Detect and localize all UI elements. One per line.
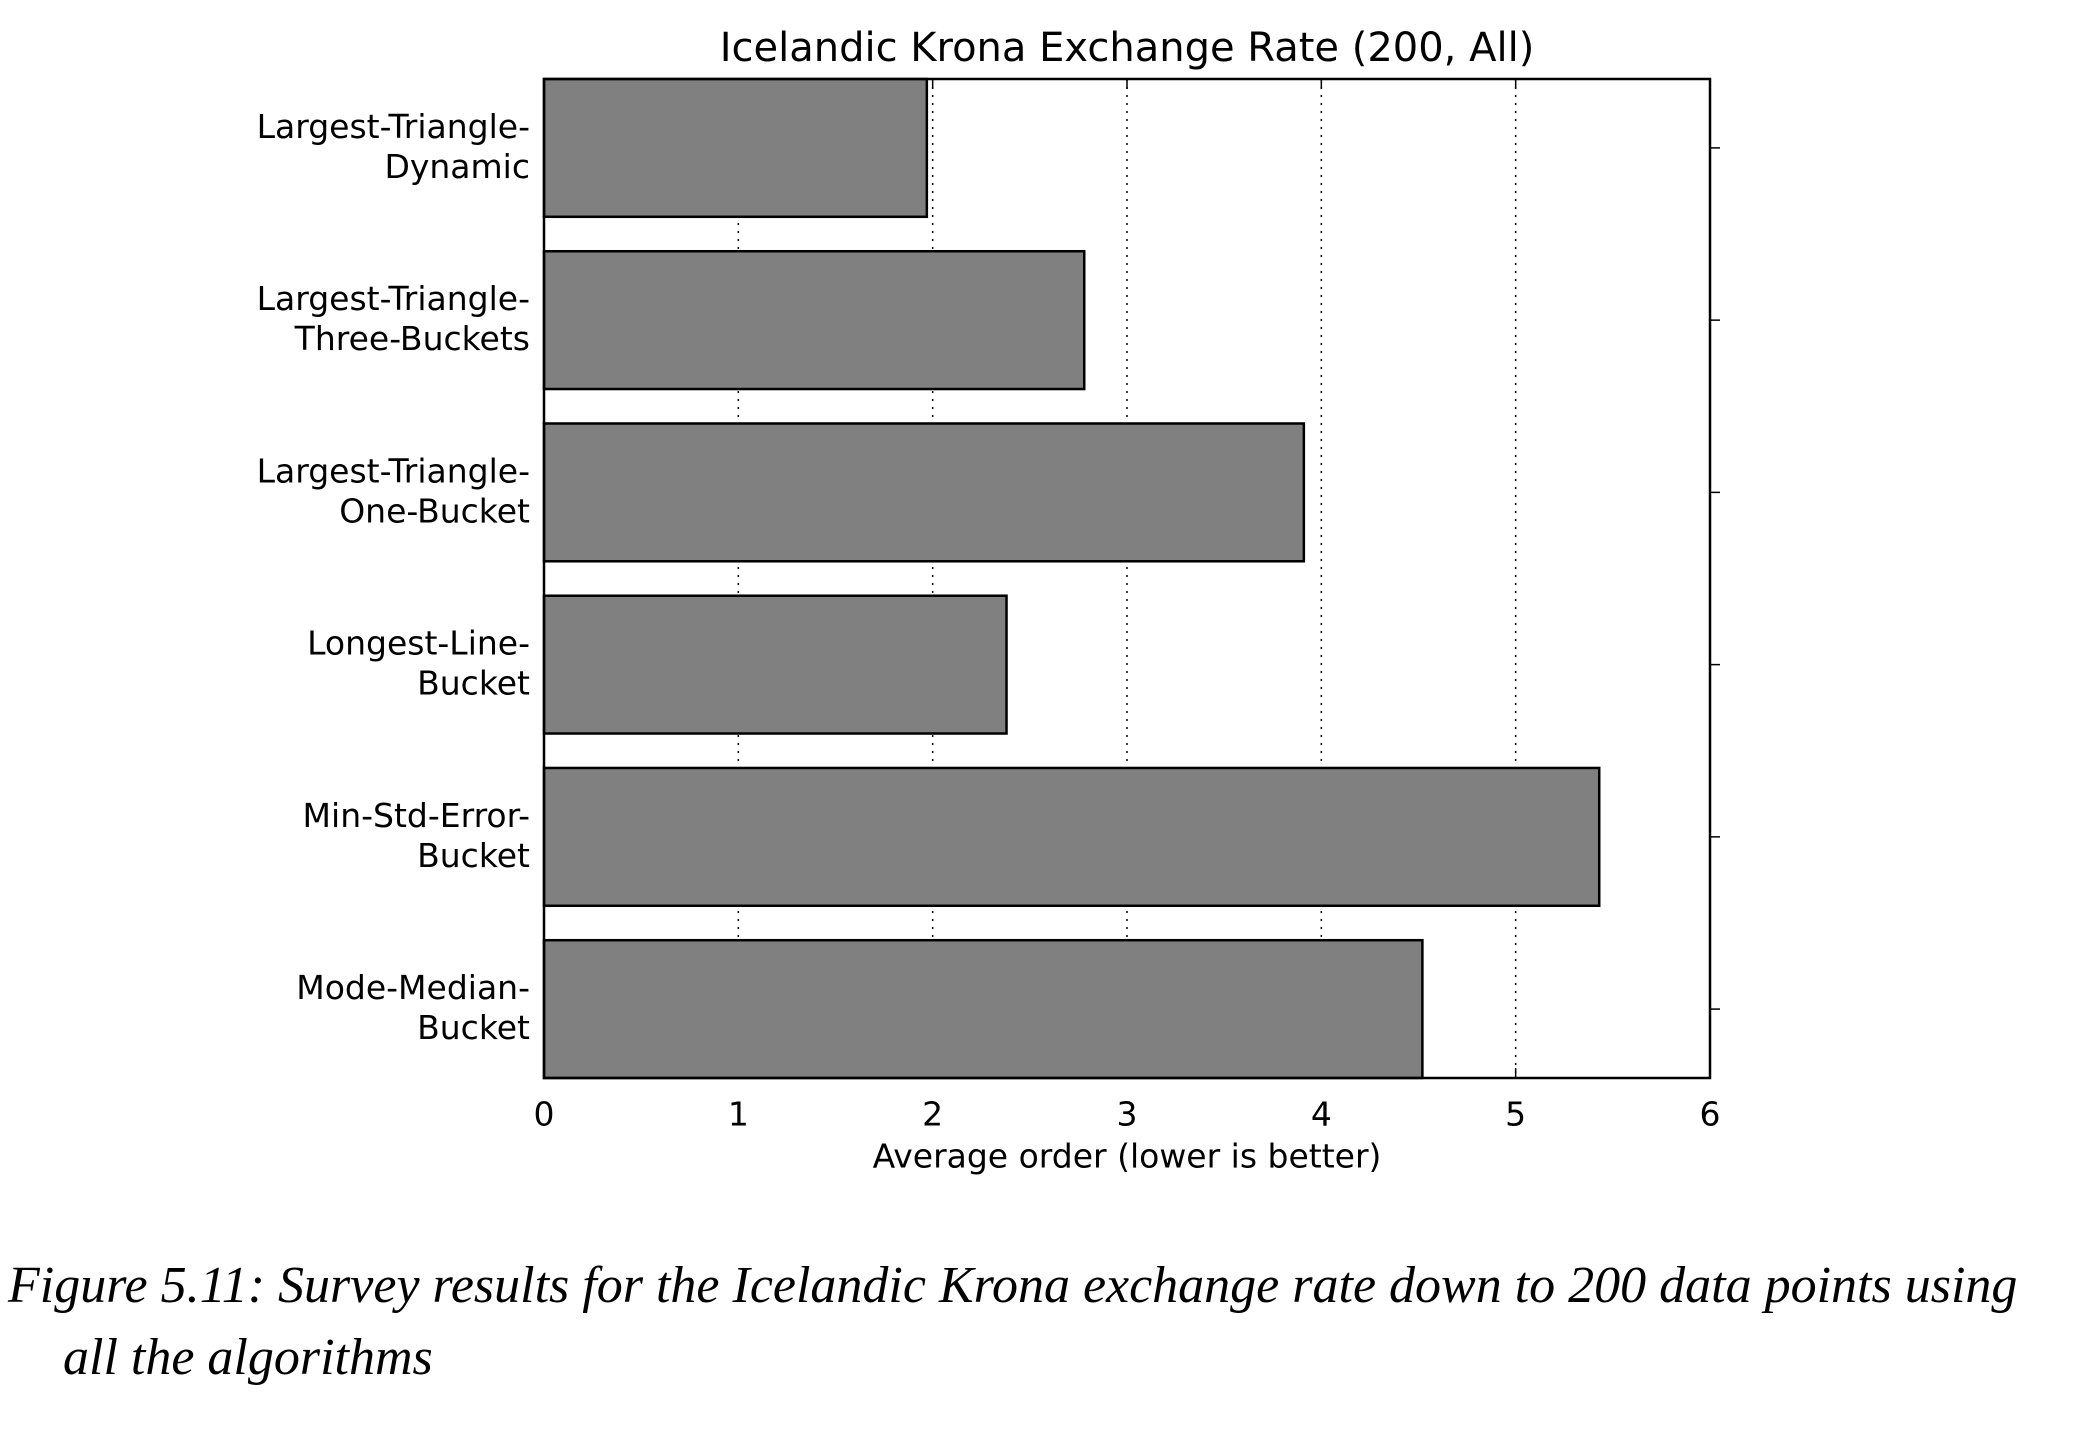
chart-title: Icelandic Krona Exchange Rate (200, All)	[720, 25, 1535, 71]
y-tick-label: Largest-Triangle-Dynamic	[257, 106, 530, 185]
x-axis-label: Average order (lower is better)	[873, 1137, 1382, 1176]
x-tick-label: 4	[1311, 1095, 1332, 1134]
x-tick-label: 6	[1700, 1095, 1721, 1134]
bar	[542, 938, 1424, 1080]
x-tick-label: 5	[1505, 1095, 1526, 1134]
bar	[542, 77, 929, 219]
x-tick-label: 2	[922, 1095, 943, 1134]
bar	[542, 422, 1306, 563]
y-tick-label: Longest-Line-Bucket	[307, 623, 530, 702]
x-tick-label: 1	[728, 1095, 749, 1134]
bar	[542, 594, 1008, 735]
y-tick-label: Mode-Median-Bucket	[296, 968, 530, 1047]
x-tick-label: 3	[1117, 1095, 1138, 1134]
plot-frame	[542, 77, 1712, 1080]
y-tick-label: Largest-Triangle-Three-Buckets	[257, 279, 530, 358]
x-tick-label: 0	[534, 1095, 555, 1134]
y-tick-label: Largest-Triangle-One-Bucket	[257, 451, 530, 530]
bar	[542, 766, 1601, 908]
y-tick-label: Min-Std-Error-Bucket	[303, 795, 531, 874]
bar	[542, 249, 1086, 391]
figure-caption: Figure 5.11: Survey results for the Icel…	[8, 1257, 2018, 1386]
chart: Icelandic Krona Exchange Rate (200, All)…	[257, 25, 1721, 1176]
